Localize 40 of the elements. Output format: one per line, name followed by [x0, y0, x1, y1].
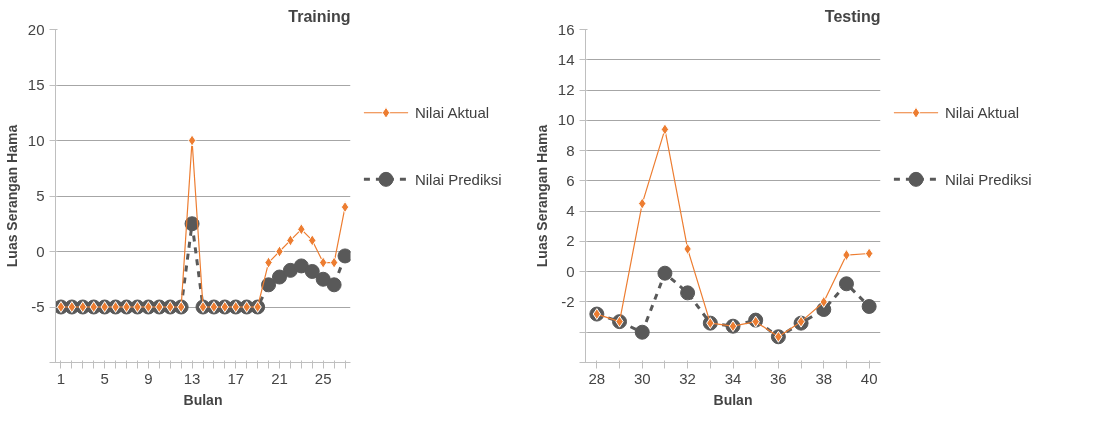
x-tick-label: 32 [679, 369, 696, 387]
x-tick-label: 21 [271, 369, 288, 387]
legend-label: Nilai Aktual [944, 104, 1020, 122]
x-tick-label: 25 [314, 369, 332, 387]
y-axis-title: Luas Serangan Hama [533, 124, 550, 268]
x-axis-title: Bulan [713, 391, 753, 408]
y-tick-label: -5 [31, 298, 45, 315]
chart-title: Training [288, 7, 351, 25]
y-tick-label: 14 [557, 50, 575, 68]
x-tick-label: 1 [56, 369, 66, 387]
y-tick-label: 20 [27, 20, 45, 38]
y-tick-label: 10 [557, 111, 575, 129]
x-tick-label: 17 [227, 369, 245, 387]
x-tick-label: 34 [724, 369, 742, 387]
y-tick-label: 15 [27, 76, 45, 93]
y-tick-label: 12 [557, 81, 575, 99]
y-tick-label: 5 [36, 187, 45, 204]
y-tick-label: 16 [557, 20, 575, 38]
legend-label: Nilai Prediksi [944, 170, 1032, 188]
y-tick-label: 6 [566, 171, 575, 189]
y-tick-label: 4 [566, 202, 575, 220]
x-tick-label: 30 [633, 369, 651, 387]
x-tick-label: 28 [588, 369, 606, 387]
x-tick-label: 13 [183, 369, 201, 387]
x-tick-label: 40 [860, 369, 878, 387]
x-tick-label: 38 [815, 369, 833, 387]
x-tick-label: 36 [770, 369, 787, 387]
x-tick-label: 5 [100, 369, 109, 387]
y-tick-label: 10 [27, 131, 45, 149]
y-tick-label: 8 [566, 141, 575, 159]
chart-title: Testing [824, 7, 881, 25]
y-tick-label: 0 [36, 242, 45, 260]
y-tick-label: -2 [561, 292, 575, 310]
y-tick-label: 2 [566, 232, 575, 250]
x-axis-title: Bulan [183, 391, 223, 408]
y-tick-label: 0 [566, 262, 575, 280]
legend-label: Nilai Prediksi [414, 170, 502, 188]
legend-label: Nilai Aktual [414, 104, 490, 122]
y-axis-title: Luas Serangan Hama [3, 124, 20, 268]
x-tick-label: 9 [144, 369, 153, 387]
